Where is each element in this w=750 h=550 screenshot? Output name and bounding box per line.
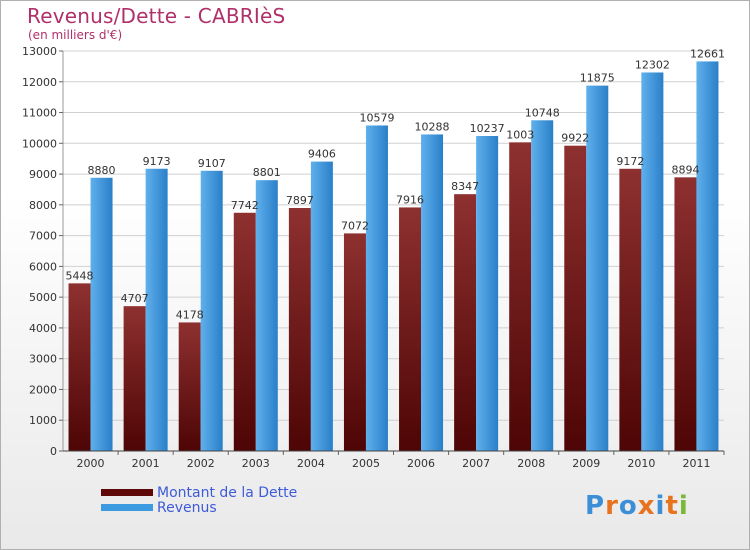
x-tick-label: 2005 xyxy=(352,457,380,470)
value-label: 9173 xyxy=(143,155,171,168)
logo-letter: o xyxy=(618,491,638,521)
bar-revenus xyxy=(310,161,333,452)
value-label: 12661 xyxy=(690,47,725,60)
legend-swatch-revenus xyxy=(101,504,153,511)
x-tick-label: 2006 xyxy=(407,457,435,470)
x-tick-label: 2004 xyxy=(297,457,325,470)
bar-revenus xyxy=(476,136,499,451)
bar-debt xyxy=(123,306,146,451)
value-label: 10579 xyxy=(359,111,394,124)
value-label: 7897 xyxy=(286,194,314,207)
x-tick-label: 2007 xyxy=(462,457,490,470)
value-label: 4178 xyxy=(176,308,204,321)
bar-debt xyxy=(564,145,587,451)
bar-revenus xyxy=(421,134,444,451)
bar-debt xyxy=(399,207,422,451)
proxiti-logo: Proxiti xyxy=(585,491,689,521)
legend-label-revenus: Revenus xyxy=(157,500,217,516)
value-label: 8801 xyxy=(253,166,281,179)
y-tick-label: 9000 xyxy=(29,168,57,181)
value-labels: 5448 8880 4707 9173 4178 9107 7742 8801 7897 9406… xyxy=(66,47,725,321)
bar-revenus xyxy=(145,168,168,451)
y-tick-label: 6000 xyxy=(29,260,57,273)
bar-revenus xyxy=(255,180,278,451)
value-label: 8347 xyxy=(451,180,479,193)
y-tick-label: 1000 xyxy=(29,414,57,427)
legend-swatch-debt xyxy=(101,489,153,496)
y-tick-label: 5000 xyxy=(29,291,57,304)
value-label: 10288 xyxy=(415,120,450,133)
value-label: 5448 xyxy=(66,269,94,282)
x-tick-label: 2010 xyxy=(627,457,655,470)
x-axis-ticks: 2000 2001 2002 2003 2004 2005 2006 2007 2008 2009… xyxy=(77,451,725,470)
y-tick-label: 7000 xyxy=(29,230,57,243)
bar-revenus xyxy=(90,177,113,451)
value-label: 8894 xyxy=(671,163,699,176)
logo-letter: r xyxy=(605,491,619,521)
bar-debt xyxy=(454,194,477,451)
bar-revenus xyxy=(200,170,223,452)
bar-debt xyxy=(178,322,201,451)
value-label: 11875 xyxy=(580,72,615,85)
x-tick-label: 2002 xyxy=(187,457,215,470)
bar-revenus xyxy=(531,120,554,452)
x-tick-label: 2001 xyxy=(132,457,160,470)
x-tick-label: 2003 xyxy=(242,457,270,470)
logo-letter: t xyxy=(665,491,679,521)
bar-debt xyxy=(509,142,532,451)
x-tick-label: 2008 xyxy=(517,457,545,470)
y-tick-label: 13000 xyxy=(22,45,57,58)
bar-debt xyxy=(233,212,256,451)
bar-revenus xyxy=(365,125,388,451)
y-tick-label: 3000 xyxy=(29,353,57,366)
y-tick-label: 4000 xyxy=(29,322,57,335)
logo-letter: x xyxy=(637,491,656,521)
chart-title: Revenus/Dette - CABRIèS xyxy=(27,4,286,28)
logo-letter: i xyxy=(655,491,666,521)
bar-debt xyxy=(68,283,91,451)
value-label: 7742 xyxy=(231,199,259,212)
value-label: 12302 xyxy=(635,58,670,71)
bar-debt xyxy=(288,208,311,451)
bar-debt xyxy=(619,168,642,452)
value-label: 9406 xyxy=(308,148,336,161)
bar-debt xyxy=(674,177,697,452)
y-tick-label: 10000 xyxy=(22,137,57,150)
bar-debt xyxy=(343,233,366,451)
value-label: 9922 xyxy=(561,132,589,145)
y-tick-label: 12000 xyxy=(22,76,57,89)
chart-subtitle: (en milliers d'€) xyxy=(28,28,123,42)
y-tick-label: 11000 xyxy=(22,107,57,120)
x-tick-label: 2000 xyxy=(77,457,105,470)
value-label: 10237 xyxy=(470,122,505,135)
value-label: 7072 xyxy=(341,219,369,232)
value-label: 9107 xyxy=(198,157,226,170)
value-label: 7916 xyxy=(396,193,424,206)
y-axis-ticks: 0 1000 2000 3000 4000 5000 6000 7000 8000 9000 100… xyxy=(22,45,63,458)
bar-revenus xyxy=(586,85,609,451)
value-label: 4707 xyxy=(121,292,149,305)
y-tick-label: 8000 xyxy=(29,199,57,212)
bar-revenus xyxy=(641,72,664,451)
value-label: 9172 xyxy=(616,155,644,168)
bar-revenus xyxy=(696,61,719,451)
logo-letter: i xyxy=(678,491,689,521)
bars-group xyxy=(68,61,719,452)
logo-letter: P xyxy=(585,491,606,521)
value-label: 1003 xyxy=(506,128,534,141)
y-tick-label: 2000 xyxy=(29,383,57,396)
x-tick-label: 2009 xyxy=(572,457,600,470)
value-label: 8880 xyxy=(88,164,116,177)
y-tick-label: 0 xyxy=(50,445,57,458)
x-tick-label: 2011 xyxy=(682,457,710,470)
legend-label-debt: Montant de la Dette xyxy=(157,485,298,501)
value-label: 10748 xyxy=(525,106,560,119)
